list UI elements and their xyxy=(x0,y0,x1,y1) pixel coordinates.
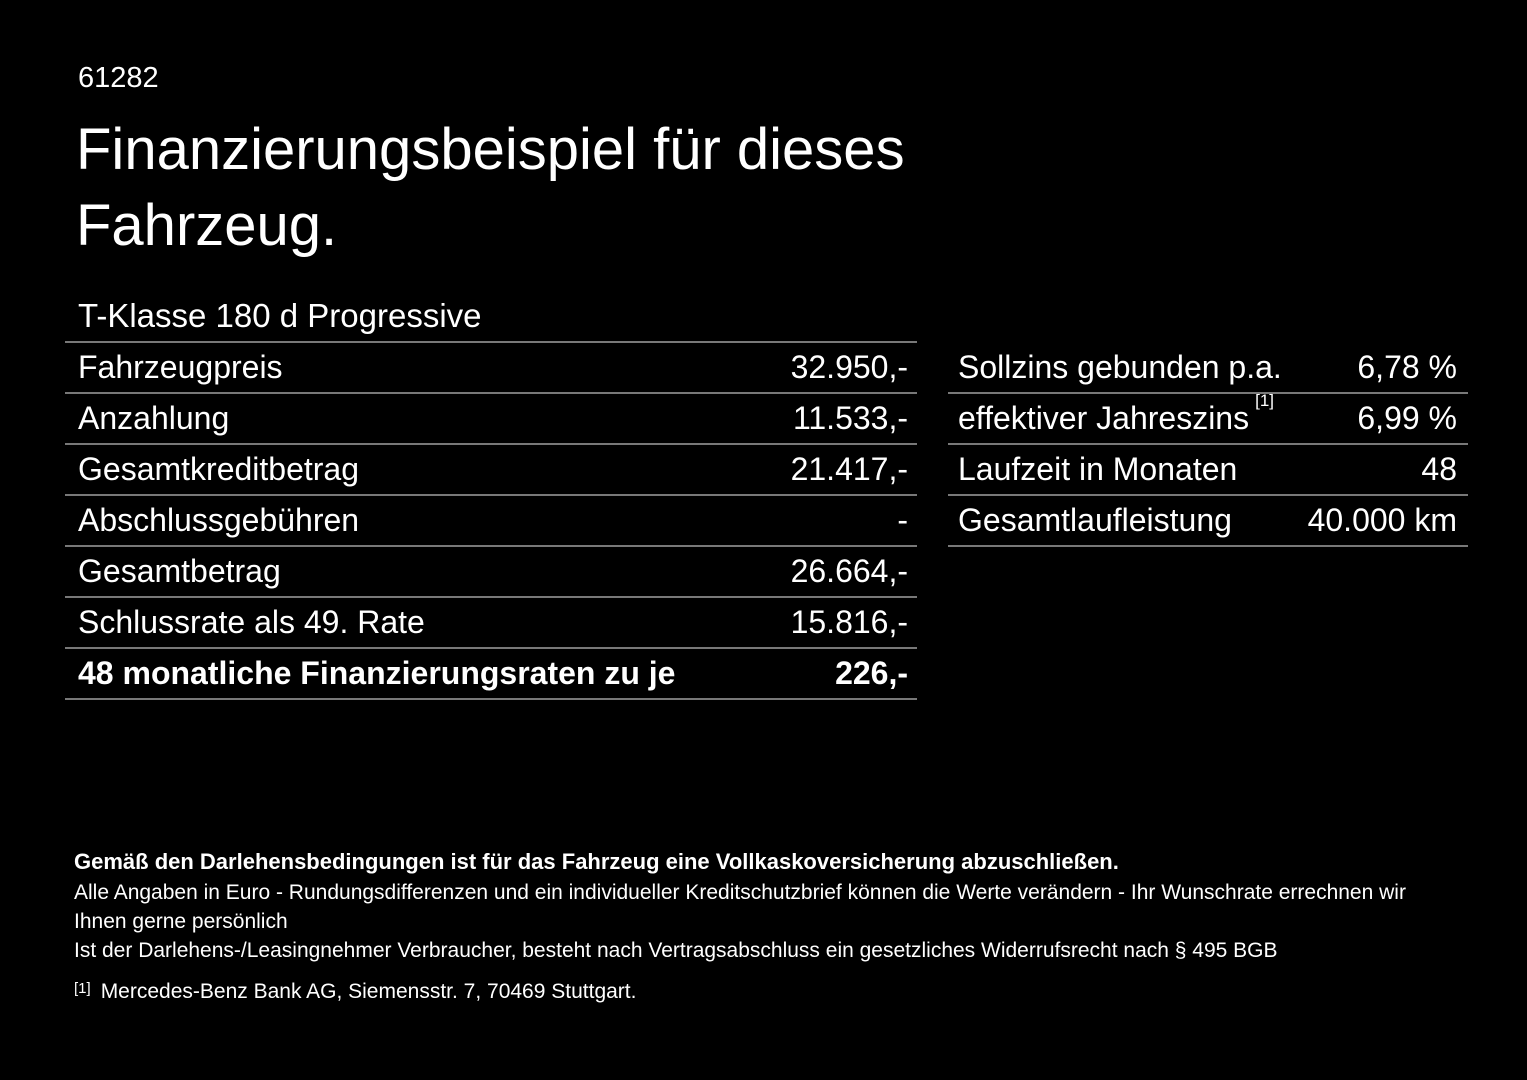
row-value: - xyxy=(897,502,908,538)
row-value: 21.417,- xyxy=(790,451,908,487)
vehicle-name: T-Klasse 180 d Progressive xyxy=(78,296,482,334)
page-title: Finanzierungsbeispiel für dieses Fahrzeu… xyxy=(76,112,905,264)
row-label: 48 monatliche Finanzierungsraten zu je xyxy=(78,655,676,691)
listing-number: 61282 xyxy=(78,62,159,94)
row-value: 11.533,- xyxy=(792,400,908,436)
row-label: Schlussrate als 49. Rate xyxy=(78,604,425,640)
bank-reference-text: Mercedes-Benz Bank AG, Siemensstr. 7, 70… xyxy=(100,980,637,1003)
finance-table: T-Klasse 180 d Progressive Fahrzeugpreis… xyxy=(65,290,917,700)
row-value: 26.664,- xyxy=(790,553,908,589)
row-value: 6,78 % xyxy=(1357,349,1457,385)
rounding-notice: Alle Angaben in Euro - Rundungsdifferenz… xyxy=(74,881,1406,933)
row-value: 48 xyxy=(1421,451,1457,487)
bank-reference-line: [1] Mercedes-Benz Bank AG, Siemensstr. 7,… xyxy=(74,974,1464,1006)
table-row-anzahlung: Anzahlung 11.533,- xyxy=(65,392,917,443)
row-value: 32.950,- xyxy=(790,349,908,385)
row-label: Gesamtkreditbetrag xyxy=(78,451,360,487)
insurance-notice: Gemäß den Darlehensbedingungen ist für d… xyxy=(74,849,1119,874)
row-value: 40.000 km xyxy=(1307,502,1457,538)
withdrawal-notice: Ist der Darlehens-/Leasingnehmer Verbrau… xyxy=(74,939,1278,962)
table-row-gesamtbetrag: Gesamtbetrag 26.664,- xyxy=(65,545,917,596)
conditions-table: Sollzins gebunden p.a. 6,78 % effektiver… xyxy=(948,343,1468,547)
row-label: Abschlussgebühren xyxy=(78,502,360,538)
row-value: 15.816,- xyxy=(790,604,908,640)
row-value: 6,99 % xyxy=(1357,400,1457,436)
table-row-sollzins: Sollzins gebunden p.a. 6,78 % xyxy=(948,343,1468,394)
table-row-abschlussgebuehren: Abschlussgebühren - xyxy=(65,494,917,545)
row-label: Laufzeit in Monaten xyxy=(958,451,1238,487)
footnote-marker: [1] xyxy=(1255,391,1274,411)
row-label: Fahrzeugpreis xyxy=(78,349,283,385)
bank-footnote-marker: [1] xyxy=(74,980,91,997)
table-row-schlussrate: Schlussrate als 49. Rate 15.816,- xyxy=(65,596,917,647)
row-label: Gesamtbetrag xyxy=(78,553,281,589)
row-value: 226,- xyxy=(835,655,908,691)
table-row-fahrzeugpreis: Fahrzeugpreis 32.950,- xyxy=(65,341,917,392)
row-label: Gesamtlaufleistung xyxy=(958,502,1232,538)
page-title-line-1: Finanzierungsbeispiel für dieses xyxy=(76,117,905,182)
table-row-effektiver-jahreszins: effektiver Jahreszins [1] 6,99 % xyxy=(948,391,1468,445)
table-row-gesamtlaufleistung: Gesamtlaufleistung 40.000 km xyxy=(948,496,1468,547)
table-row-monatsrate: 48 monatliche Finanzierungsraten zu je 2… xyxy=(65,647,917,700)
page-title-line-2: Fahrzeug. xyxy=(76,193,338,258)
table-row-laufzeit: Laufzeit in Monaten 48 xyxy=(948,445,1468,496)
legal-footnotes: Gemäß den Darlehensbedingungen ist für d… xyxy=(74,846,1464,1006)
row-label: Anzahlung xyxy=(78,400,230,436)
row-label-text: effektiver Jahreszins xyxy=(958,400,1250,436)
row-label: Sollzins gebunden p.a. xyxy=(958,349,1282,385)
table-row-gesamtkreditbetrag: Gesamtkreditbetrag 21.417,- xyxy=(65,443,917,494)
row-label: effektiver Jahreszins [1] xyxy=(958,391,1274,437)
